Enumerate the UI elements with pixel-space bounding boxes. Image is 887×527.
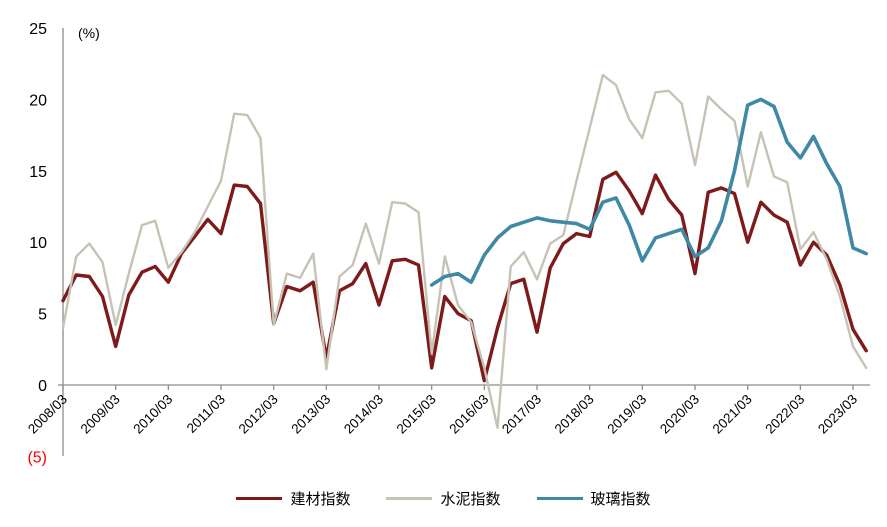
x-tick-label: 2009/03 — [78, 392, 123, 437]
legend-line-swatch — [536, 497, 583, 500]
x-tick-label: 2019/03 — [604, 392, 649, 437]
legend-label: 建材指数 — [290, 491, 351, 508]
y-tick-label: 5 — [38, 307, 47, 324]
line-series-建材指数 — [61, 170, 868, 383]
x-tick-label: 2014/03 — [341, 392, 386, 437]
x-tick-label: 2020/03 — [657, 392, 702, 437]
x-tick-label: 2013/03 — [288, 392, 333, 437]
y-tick-label: 15 — [29, 164, 47, 181]
y-tick-label: 20 — [29, 92, 47, 109]
legend-label: 玻璃指数 — [590, 491, 651, 508]
legend-item-建材指数: 建材指数 — [236, 488, 350, 509]
y-axis-unit-label: (%) — [78, 25, 100, 41]
x-tick-label: 2011/03 — [184, 392, 228, 436]
x-tick-label: 2022/03 — [762, 392, 807, 437]
x-tick-label: 2012/03 — [236, 392, 281, 437]
x-tick-label: 2015/03 — [394, 392, 439, 437]
x-tick-label: 2023/03 — [815, 392, 860, 437]
y-tick-label: 25 — [29, 21, 47, 38]
chart-legend: 建材指数 水泥指数 玻璃指数 — [0, 488, 887, 509]
line-series-玻璃指数 — [429, 97, 868, 287]
line-series-水泥指数 — [61, 73, 868, 429]
legend-item-玻璃指数: 玻璃指数 — [536, 488, 651, 509]
legend-item-水泥指数: 水泥指数 — [386, 488, 501, 509]
legend-line-swatch — [386, 497, 433, 500]
x-tick-label: 2016/03 — [446, 392, 491, 437]
x-tick-label: 2017/03 — [499, 392, 544, 437]
y-tick-label: 10 — [29, 235, 47, 252]
legend-line-swatch — [236, 497, 283, 500]
y-tick-label: 0 — [38, 378, 47, 395]
legend-label: 水泥指数 — [440, 491, 501, 508]
x-tick-label: 2010/03 — [130, 392, 175, 437]
y-tick-label: (5) — [27, 449, 47, 466]
x-tick-label: 2018/03 — [552, 392, 597, 437]
x-tick-label: 2021/03 — [710, 392, 755, 437]
